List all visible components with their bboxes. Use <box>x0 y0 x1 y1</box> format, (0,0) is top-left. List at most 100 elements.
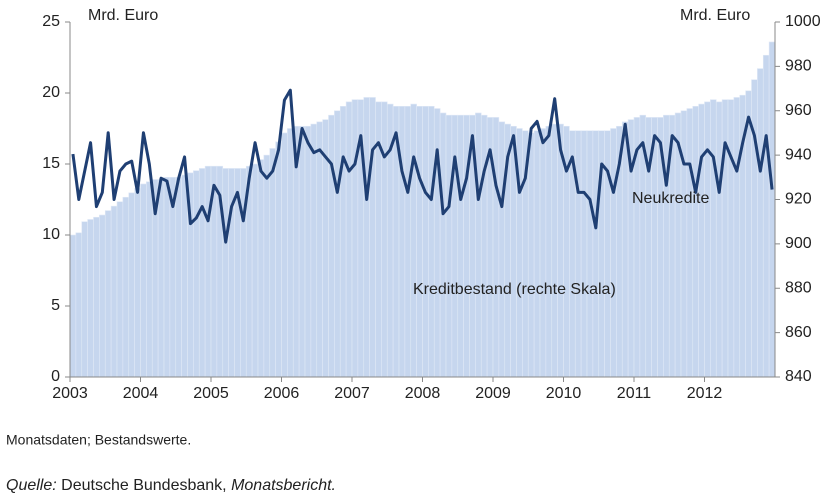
y2-tick-label: 960 <box>785 102 812 119</box>
y-tick-label: 0 <box>51 368 60 385</box>
y-tick-label: 10 <box>42 226 60 243</box>
y2-tick-label: 940 <box>785 146 812 163</box>
bar <box>727 99 735 378</box>
bar <box>428 106 435 378</box>
bar <box>692 106 699 378</box>
bar <box>345 101 353 378</box>
y-tick-label: 25 <box>42 13 60 30</box>
line <box>71 88 774 244</box>
bar <box>551 123 558 378</box>
bar <box>181 174 188 378</box>
x-tick-label: 2007 <box>334 385 370 402</box>
y2-tick-label: 980 <box>785 58 812 75</box>
bar <box>369 97 376 378</box>
bar <box>198 168 206 378</box>
x-tick-label: 2003 <box>52 385 88 402</box>
bar <box>733 97 741 378</box>
source-publication: Monatsbericht. <box>231 477 336 494</box>
bar <box>140 183 147 378</box>
bar <box>87 219 94 378</box>
left-unit: Mrd. Euro <box>88 7 158 24</box>
y2-tick-label: 880 <box>785 279 812 296</box>
bar <box>275 141 282 378</box>
bar <box>269 148 276 378</box>
y2-tick-label: 840 <box>785 368 812 385</box>
bar <box>698 103 705 378</box>
bar <box>663 114 670 378</box>
x-tick-label: 2009 <box>475 385 511 402</box>
bar <box>745 90 752 378</box>
bar <box>193 170 200 378</box>
y2-tick-label: 920 <box>785 191 812 208</box>
bar <box>281 132 288 378</box>
bar <box>81 221 88 378</box>
bar <box>757 68 764 378</box>
source-label: Quelle: <box>6 477 57 494</box>
bar <box>710 99 717 378</box>
plot: 0 5 10 15 20 25 840 860 880 900 920 940 960 980 1000 20… <box>42 13 820 402</box>
bar <box>287 128 294 378</box>
bar <box>69 234 77 378</box>
bar <box>580 130 588 378</box>
bar <box>316 121 323 378</box>
bar <box>404 106 412 378</box>
line-label: Neukredite <box>632 190 709 207</box>
bar <box>704 101 711 378</box>
bar <box>398 106 406 378</box>
bar <box>410 103 417 378</box>
bar <box>439 112 447 378</box>
bar <box>480 114 488 378</box>
bar <box>146 181 153 378</box>
bar <box>762 54 770 378</box>
y-tick-label: 20 <box>42 84 60 101</box>
bar <box>128 192 135 378</box>
bar <box>451 114 459 378</box>
y2-tick-label: 1000 <box>785 13 821 30</box>
bar <box>93 216 100 378</box>
bar <box>680 110 688 378</box>
bar <box>363 97 370 378</box>
bar <box>539 128 547 378</box>
bar <box>163 177 171 378</box>
bar <box>492 117 500 378</box>
bar <box>686 108 694 378</box>
y-tick-label: 15 <box>42 155 60 172</box>
bar <box>328 114 335 378</box>
bar <box>498 121 506 378</box>
bar <box>416 106 423 378</box>
bar <box>610 128 617 378</box>
bar <box>99 214 106 378</box>
bar <box>104 210 112 378</box>
bar <box>457 114 464 378</box>
bar <box>175 177 182 378</box>
bar <box>527 132 535 378</box>
y-tick-label: 5 <box>51 297 60 314</box>
bar <box>222 168 229 378</box>
bar <box>310 123 318 378</box>
bar <box>304 125 312 378</box>
bar <box>586 130 594 378</box>
x-tick-label: 2005 <box>193 385 229 402</box>
bar <box>592 130 600 378</box>
x-tick-label: 2006 <box>264 385 300 402</box>
bar <box>334 110 341 378</box>
right-unit: Mrd. Euro <box>680 7 750 24</box>
bar <box>257 159 265 378</box>
bar-label: Kreditbestand (rechte Skala) <box>413 281 616 298</box>
x-tick-label: 2010 <box>546 385 582 402</box>
bar <box>715 101 723 378</box>
bar <box>339 106 347 378</box>
bar <box>134 188 141 378</box>
bar <box>445 114 453 378</box>
source-name: Deutsche Bundesbank, <box>61 477 226 494</box>
bar <box>545 125 553 378</box>
x-tick-label: 2012 <box>687 385 723 402</box>
y2-tick-label: 900 <box>785 235 812 252</box>
bar <box>263 154 271 378</box>
x-tick-label: 2008 <box>405 385 441 402</box>
x-tick-label: 2004 <box>123 385 159 402</box>
bar <box>621 121 629 378</box>
bar <box>768 41 776 378</box>
bar <box>351 99 359 378</box>
